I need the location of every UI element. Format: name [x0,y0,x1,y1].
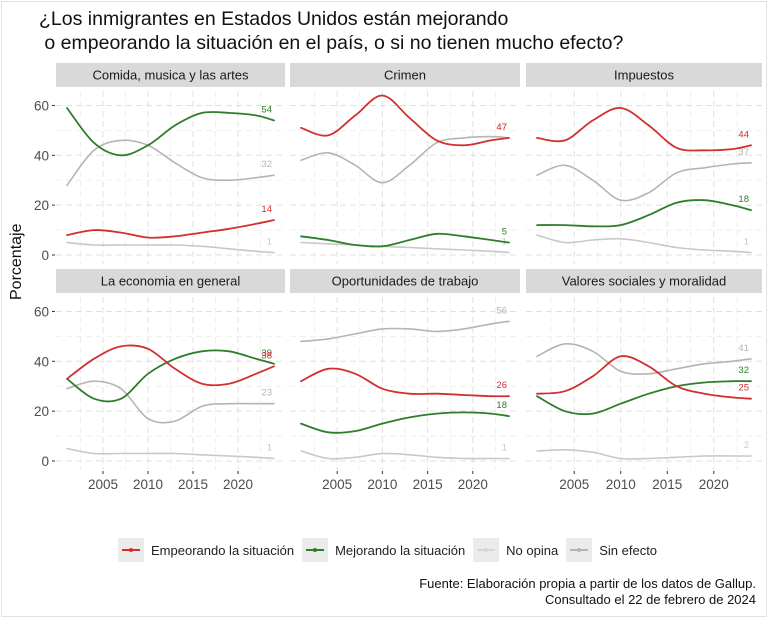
series-line-empeorando [66,219,275,239]
y-tick-label: 60 [34,304,49,319]
series-line-no-opina [536,234,752,254]
facet-title: Crimen [384,68,426,83]
series-line-empeorando [66,344,275,387]
series-line-mejorando [536,199,752,228]
facet-strip [56,63,285,87]
series-end-label: 1 [267,443,272,454]
legend-item-empeorando: Empeorando la situación [118,538,294,562]
series-end-label: 41 [738,343,749,354]
series-end-label: 2 [744,440,749,451]
series-line-no-opina [66,447,275,460]
series-end-label: 18 [738,194,749,205]
y-tick-label: 0 [41,248,49,263]
series-line-mejorando [300,411,510,434]
series-end-label: 47 [496,122,507,133]
series-line-mejorando [300,232,510,248]
series-line-empeorando [536,355,752,400]
series-end-label: 37 [738,147,749,158]
legend-item-sin-efecto: Sin efecto [566,538,657,562]
series-end-label: 25 [738,383,749,394]
series-line-no-opina [536,448,752,460]
x-tick-label: 2020 [699,477,729,492]
legend-label-empeorando: Empeorando la situación [151,542,295,558]
x-tick-label: 2015 [413,477,443,492]
x-tick-label: 2010 [367,477,397,492]
series-line-mejorando [66,349,275,403]
facet-strip [290,269,520,293]
x-tick-label: 2020 [223,477,253,492]
facet-title: Comida, musica y las artes [92,68,249,83]
series-end-label: 5 [502,227,507,238]
legend-item-mejorando: Mejorando la situación [302,538,465,562]
legend-label-mejorando: Mejorando la situación [335,542,466,558]
facet-strip [526,269,762,293]
facet-title: Valores sociales y moralidad [562,274,727,289]
legend-label-sin-efecto: Sin efecto [599,542,658,558]
chart-title-line1: ¿Los inmigrantes en Estados Unidos están… [39,8,509,30]
legend-label-no-opina: No opina [506,542,559,558]
series-line-no-opina [66,241,275,254]
facet-strip [526,63,762,87]
series-line-empeorando [536,107,752,152]
legend-item-no-opina: No opina [473,538,558,562]
y-tick-label: 40 [34,354,49,369]
series-line-mejorando [66,107,275,157]
legend: Empeorando la situación Mejorando la sit… [118,538,665,562]
source-caption: Fuente: Elaboración propia a partir de l… [419,576,756,591]
series-end-label: 32 [738,365,749,376]
series-line-sin-efecto [66,139,275,186]
series-end-label: 39 [261,348,272,359]
series-line-sin-efecto [536,342,752,375]
x-tick-label: 2015 [178,477,208,492]
facet-plot: Comida, musica y las artes02040601325414… [34,63,762,492]
series-end-label: 1 [744,237,749,248]
consulted-caption: Consultado el 22 de febrero de 2024 [544,592,756,607]
legend-key-sin-efecto [566,538,593,562]
series-end-label: 44 [738,129,749,140]
y-tick-label: 60 [34,98,49,113]
facet-strip [56,269,285,293]
facet-title: Oportunidades de trabajo [332,274,479,289]
facet-title: Impuestos [614,68,674,83]
series-end-label: 1 [502,443,507,454]
facet-strip [290,63,520,87]
y-tick-label: 0 [41,454,49,469]
series-line-empeorando [300,94,510,147]
y-tick-label: 40 [34,148,49,163]
x-tick-label: 2005 [322,477,352,492]
series-end-label: 14 [261,204,272,215]
x-tick-label: 2005 [88,477,118,492]
series-line-empeorando [300,367,510,398]
series-end-label: 26 [496,380,507,391]
series-line-sin-efecto [66,380,275,424]
x-tick-label: 2015 [652,477,682,492]
series-line-no-opina [300,241,510,254]
x-tick-label: 2010 [133,477,163,492]
legend-key-mejorando [302,538,329,562]
facet-title: La economia en general [101,274,241,289]
x-tick-label: 2005 [559,477,589,492]
series-line-sin-efecto [536,162,752,202]
x-tick-label: 2020 [458,477,488,492]
series-end-label: 23 [261,388,272,399]
series-end-label: 47 [496,122,507,133]
series-line-mejorando [536,380,752,416]
y-tick-label: 20 [34,198,49,213]
series-end-label: 56 [496,305,507,316]
series-line-sin-efecto [300,135,510,184]
y-tick-label: 20 [34,404,49,419]
series-line-sin-efecto [300,320,510,343]
series-end-label: 1 [267,237,272,248]
series-end-label: 38 [261,350,272,361]
series-end-label: 54 [261,104,272,115]
x-tick-label: 2010 [606,477,636,492]
series-end-label: 18 [496,400,507,411]
series-line-no-opina [300,450,510,460]
legend-key-empeorando [118,538,144,562]
legend-key-no-opina [473,538,500,562]
series-end-label: 32 [261,159,272,170]
chart-title-line2: o empeorando la situación en el país, o … [39,32,624,54]
